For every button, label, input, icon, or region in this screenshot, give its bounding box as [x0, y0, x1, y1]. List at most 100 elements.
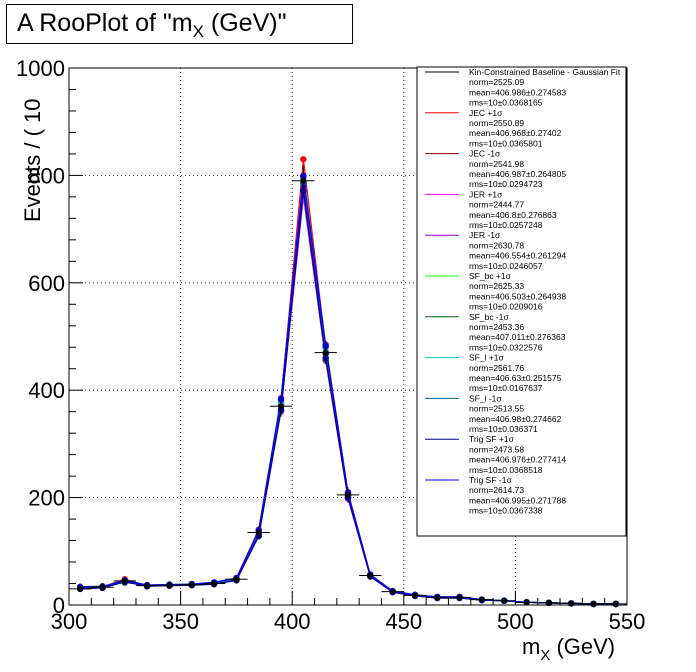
- data-point: [515, 599, 538, 606]
- legend-stat: rms=10±0.0368518: [469, 465, 543, 475]
- data-marker: [166, 582, 173, 589]
- legend-stat: mean=406.968±0.27402: [469, 128, 562, 138]
- legend-stat: rms=10±0.0209016: [469, 302, 543, 312]
- legend-stat: norm=2625.33: [469, 281, 524, 291]
- data-marker: [255, 529, 262, 536]
- data-marker: [590, 600, 597, 607]
- legend-stat: mean=407.011±0.276363: [469, 332, 566, 342]
- data-point: [247, 526, 270, 539]
- data-marker: [389, 588, 396, 595]
- legend-stat: rms=10±0.0367338: [469, 506, 543, 516]
- legend-stat: norm=2444.77: [469, 200, 524, 210]
- data-point: [403, 592, 427, 599]
- x-tick-label: 300: [51, 609, 88, 634]
- y-tick-label: 400: [28, 378, 65, 403]
- legend-stat: norm=2525.09: [469, 77, 524, 87]
- legend-series-name: Trig SF +1σ: [469, 434, 515, 444]
- legend-stat: norm=2561.76: [469, 363, 524, 373]
- title-suffix: (GeV)": [203, 9, 287, 37]
- legend-series-name: JEC -1σ: [469, 149, 501, 159]
- legend-series-name: JEC +1σ: [469, 108, 503, 118]
- data-point: [180, 581, 203, 588]
- y-tick-label: 600: [28, 271, 65, 296]
- legend-stat: norm=2614.73: [469, 485, 524, 495]
- legend-series-name: SF_l +1σ: [469, 353, 505, 363]
- legend-stat: mean=406.503±0.264938: [469, 291, 566, 301]
- data-marker: [233, 576, 240, 583]
- title-prefix: A RooPlot of "m: [17, 9, 193, 37]
- legend: Kin-Constrained Baseline - Gaussian Fitn…: [416, 66, 627, 537]
- legend-series-name: SF_bc -1σ: [469, 312, 509, 322]
- y-tick-label: 1000: [16, 56, 65, 81]
- data-point: [314, 340, 337, 365]
- legend-entry: SF_bc +1σnorm=2625.33mean=406.503±0.2649…: [425, 271, 566, 312]
- x-tick-label: 450: [385, 609, 422, 634]
- plot-frame: [68, 67, 628, 606]
- x-tick-label: 550: [609, 609, 646, 634]
- legend-entry: Trig SF -1σnorm=2614.73mean=406.995±0.27…: [425, 475, 566, 516]
- legend-entry: JER -1σnorm=2630.78mean=406.554±0.261294…: [425, 230, 566, 271]
- data-marker: [367, 572, 374, 579]
- legend-stat: norm=2473.58: [469, 444, 524, 454]
- legend-box: [416, 66, 627, 537]
- data-point: [269, 395, 293, 417]
- data-point: [359, 571, 382, 580]
- legend-stat: rms=10±0.0167637: [469, 383, 543, 393]
- data-point: [582, 600, 605, 607]
- legend-stat: rms=10±0.0257248: [469, 220, 543, 230]
- legend-entry: SF_bc -1σnorm=2453.36mean=407.011±0.2763…: [425, 312, 566, 352]
- data-point: [69, 585, 92, 592]
- x-axis-title-main: m: [522, 634, 540, 659]
- x-axis-title-sub: X: [540, 647, 550, 664]
- legend-entry: JEC -1σnorm=2541.98mean=406.987±0.264805…: [425, 149, 566, 189]
- legend-stat: rms=10±0.0368165: [469, 98, 543, 108]
- data-marker: [456, 594, 463, 601]
- legend-stat: norm=2453.36: [469, 322, 524, 332]
- y-tick-label: 800: [28, 163, 65, 188]
- data-marker: [612, 600, 619, 607]
- legend-stat: mean=406.98±0.274662: [469, 414, 562, 424]
- legend-series-name: SF_bc +1σ: [469, 271, 512, 281]
- data-point: [448, 594, 471, 601]
- legend-stat: norm=2550.89: [469, 118, 524, 128]
- data-marker: [545, 599, 552, 606]
- x-tick-label: 350: [162, 609, 199, 634]
- series-point: [300, 156, 307, 163]
- legend-entry: JER +1σnorm=2444.77mean=406.8±0.276863rm…: [425, 189, 557, 230]
- data-marker: [434, 594, 441, 601]
- data-point: [202, 580, 226, 587]
- legend-stat: rms=10±0.036371: [469, 424, 538, 434]
- legend-stat: norm=2541.98: [469, 159, 524, 169]
- data-marker: [278, 403, 285, 410]
- legend-stat: norm=2513.55: [469, 404, 524, 414]
- legend-entry: JEC +1σnorm=2550.89mean=406.968±0.27402r…: [425, 108, 562, 148]
- data-marker: [478, 596, 485, 603]
- legend-stat: mean=406.995±0.271788: [469, 495, 566, 505]
- data-marker: [188, 581, 195, 588]
- data-marker: [523, 599, 530, 606]
- plot-title: A RooPlot of "mX (GeV)": [17, 9, 286, 42]
- legend-stat: mean=406.987±0.264805: [469, 169, 566, 179]
- data-point: [470, 596, 494, 603]
- plot-title-box: A RooPlot of "mX (GeV)": [6, 4, 353, 44]
- data-marker: [300, 177, 307, 184]
- data-marker: [99, 584, 106, 591]
- data-point: [604, 600, 627, 607]
- legend-entry: Trig SF +1σnorm=2473.58mean=406.976±0.27…: [425, 434, 566, 475]
- title-subscript: X: [192, 22, 204, 41]
- data-point: [292, 165, 315, 196]
- legend-stat: mean=406.976±0.277414: [469, 455, 566, 465]
- legend-stat: norm=2630.78: [469, 240, 524, 250]
- legend-series-name: Trig SF -1σ: [469, 475, 512, 485]
- data-point: [336, 487, 360, 503]
- legend-stat: mean=406.554±0.261294: [469, 251, 566, 261]
- legend-stat: mean=406.63±0.251575: [469, 373, 562, 383]
- data-marker: [144, 582, 151, 589]
- legend-stat: rms=10±0.0365801: [469, 138, 543, 148]
- legend-series-name: SF_l -1σ: [469, 393, 502, 403]
- legend-series-name: JER +1σ: [469, 189, 503, 199]
- y-tick-label: 0: [53, 593, 65, 618]
- data-marker: [77, 585, 84, 592]
- data-point: [135, 582, 159, 589]
